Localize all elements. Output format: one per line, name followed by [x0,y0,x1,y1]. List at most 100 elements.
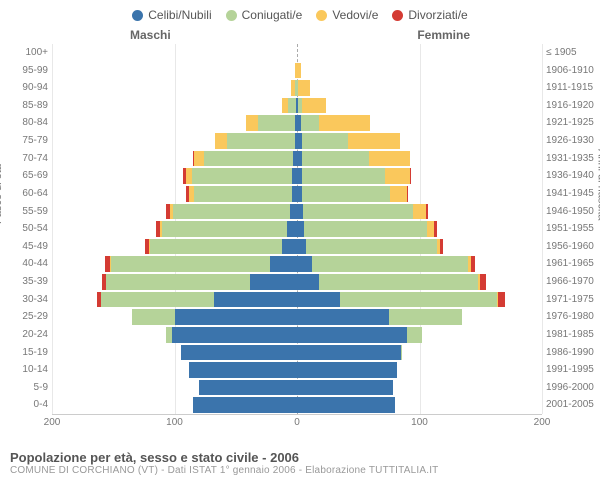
bar-segment [369,151,409,167]
male-bars [215,133,297,149]
pyramid-row: 15-191986-1990 [52,344,542,362]
x-tick-label: 100 [411,414,428,428]
age-label: 15-19 [0,344,52,362]
bar-segment [297,327,407,343]
pyramid-row: 100+≤ 1905 [52,44,542,62]
male-bars [282,98,297,114]
bar-segment [172,327,297,343]
bar-segment [270,256,297,272]
bar-segment [111,256,270,272]
birth-year-label: 1946-1950 [542,203,600,221]
pyramid-row: 65-691936-1940 [52,167,542,185]
legend-label: Divorziati/e [408,8,467,22]
female-bars [297,221,437,237]
bar-segment [173,204,289,220]
legend-label: Coniugati/e [242,8,303,22]
male-bars [193,397,297,413]
bar-segment [297,380,393,396]
pyramid-row: 40-441961-1965 [52,255,542,273]
female-bars [297,309,462,325]
bar-segment [480,274,486,290]
female-bars [297,292,505,308]
female-bars [297,63,301,79]
legend: Celibi/NubiliConiugati/eVedovi/eDivorzia… [0,0,600,26]
age-label: 60-64 [0,185,52,203]
bar-segment [298,80,310,96]
population-pyramid-chart: Maschi Femmine Fasce di età Anni di nasc… [0,26,600,446]
bar-segment [194,151,204,167]
bar-segment [194,186,292,202]
pyramid-row: 90-941911-1915 [52,79,542,97]
bar-segment [297,362,397,378]
pyramid-row: 50-541951-1955 [52,220,542,238]
bar-segment [150,239,282,255]
bar-segment [426,204,428,220]
bar-segment [303,204,413,220]
bar-segment [297,345,401,361]
female-bars [297,397,395,413]
female-bars [297,80,310,96]
bar-segment [246,115,258,131]
birth-year-label: 1961-1965 [542,255,600,273]
x-tick-label: 200 [44,414,61,428]
female-bars [297,133,400,149]
bar-segment [302,186,390,202]
bar-segment [199,380,297,396]
bar-segment [498,292,505,308]
legend-item: Celibi/Nubili [132,8,211,22]
bar-segment [427,221,434,237]
pyramid-row: 35-391966-1970 [52,273,542,291]
bar-segment [304,221,427,237]
pyramid-row: 20-241981-1985 [52,326,542,344]
age-label: 45-49 [0,238,52,256]
bar-segment [340,292,497,308]
bar-segment [471,256,475,272]
bar-segment [312,256,469,272]
male-header: Maschi [130,28,171,42]
male-bars [145,239,297,255]
pyramid-row: 80-841921-1925 [52,114,542,132]
birth-year-label: 1941-1945 [542,185,600,203]
age-label: 75-79 [0,132,52,150]
birth-year-label: 1976-1980 [542,308,600,326]
pyramid-row: 55-591946-1950 [52,203,542,221]
bar-segment [297,239,306,255]
female-bars [297,274,486,290]
pyramid-row: 10-141991-1995 [52,361,542,379]
bar-segment [434,221,436,237]
birth-year-label: 1956-1960 [542,238,600,256]
age-label: 25-29 [0,308,52,326]
age-label: 70-74 [0,150,52,168]
age-label: 35-39 [0,273,52,291]
bar-segment [440,239,442,255]
birth-year-label: 1921-1925 [542,114,600,132]
male-bars [186,186,297,202]
bar-segment [297,397,395,413]
birth-year-label: 1951-1955 [542,220,600,238]
legend-dot [316,10,327,21]
bar-segment [302,98,327,114]
female-bars [297,327,422,343]
male-bars [166,327,297,343]
female-bars [297,151,410,167]
bar-segment [410,168,411,184]
birth-year-label: 1981-1985 [542,326,600,344]
male-bars [166,204,297,220]
bar-segment [282,239,297,255]
bar-segment [189,362,297,378]
bar-segment [319,115,370,131]
bar-segment [302,168,385,184]
footer-title: Popolazione per età, sesso e stato civil… [10,450,590,465]
bar-segment [413,204,425,220]
bar-segment [297,274,319,290]
bar-segment [389,309,463,325]
birth-year-label: 1931-1935 [542,150,600,168]
female-bars [297,256,475,272]
pyramid-row: 30-341971-1975 [52,291,542,309]
bar-segment [302,133,349,149]
bar-segment [193,397,297,413]
footer-subtitle: COMUNE DI CORCHIANO (VT) - Dati ISTAT 1°… [10,465,590,476]
pyramid-row: 70-741931-1935 [52,150,542,168]
bar-segment [297,309,389,325]
birth-year-label: 1986-1990 [542,344,600,362]
